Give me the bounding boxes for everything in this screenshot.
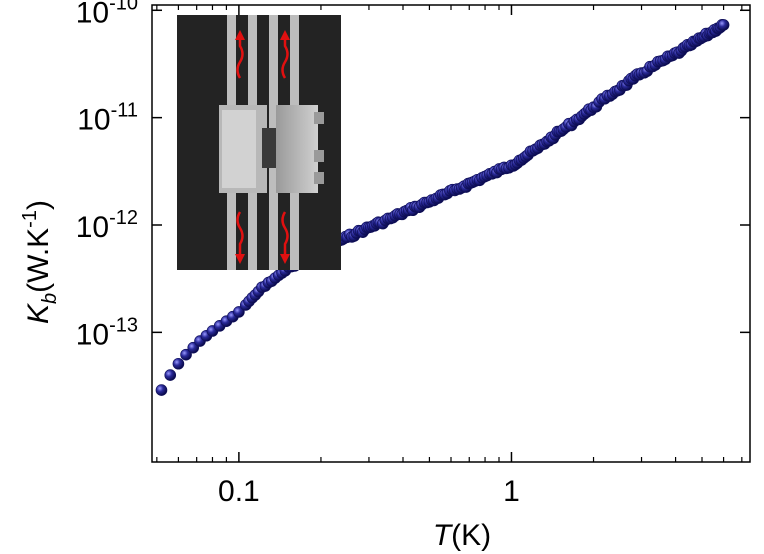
inset-heat-arrow-head [280, 254, 290, 264]
inset-gap [262, 128, 280, 168]
data-point [717, 19, 730, 31]
x-axis-title-italic: T [433, 519, 454, 552]
inset-heat-arrow [281, 36, 289, 79]
inset-heat-arrow-head [235, 254, 245, 264]
y-axis-title-close: ) [22, 200, 55, 210]
data-point [180, 348, 192, 361]
x-axis-title: T(K) [433, 519, 491, 552]
y-tick-label: 10-13 [76, 314, 138, 351]
y-tick-label-exponent: -12 [109, 207, 138, 229]
y-tick-label-base: 10 [76, 318, 109, 351]
y-tick-label-base: 10 [77, 104, 110, 137]
inset-tab [314, 112, 324, 124]
y-tick-label-exponent: -13 [109, 314, 138, 336]
y-axis-title: Kb(W.K-1) [19, 200, 61, 324]
data-point [155, 384, 168, 396]
y-axis-title-sub: b [39, 293, 61, 304]
inset-heat-arrow [281, 211, 289, 254]
inset-left-pad-coating [222, 110, 256, 188]
inset-tab [314, 150, 324, 162]
inset-micrograph [177, 15, 341, 270]
inset-tab [314, 172, 324, 184]
y-tick-label: 10-10 [76, 0, 138, 29]
inset-heat-arrow-head [280, 30, 290, 40]
data-point [233, 306, 245, 318]
data-point [172, 357, 185, 370]
y-axis-title-italic: K [22, 302, 55, 324]
y-axis-title-rest: (W.K [22, 228, 55, 293]
inset-heat-arrow [236, 36, 244, 79]
y-tick-label-base: 10 [76, 0, 109, 29]
x-tick-label: 1 [503, 475, 520, 508]
y-tick-label-base: 10 [76, 211, 109, 244]
x-axis-title-rest: (K) [451, 519, 491, 552]
y-tick-label: 10-12 [76, 207, 138, 244]
x-tick-label: 0.1 [218, 475, 260, 508]
y-tick-label-exponent: -10 [109, 0, 138, 14]
y-axis-title-sup: -1 [19, 210, 41, 228]
inset-heat-arrow-head [235, 30, 245, 40]
data-point [164, 369, 177, 381]
y-tick-label-exponent: -11 [111, 100, 138, 122]
inset-right-pad [276, 105, 318, 193]
inset-heat-arrow [236, 211, 244, 254]
y-tick-label: 10-11 [77, 100, 138, 137]
